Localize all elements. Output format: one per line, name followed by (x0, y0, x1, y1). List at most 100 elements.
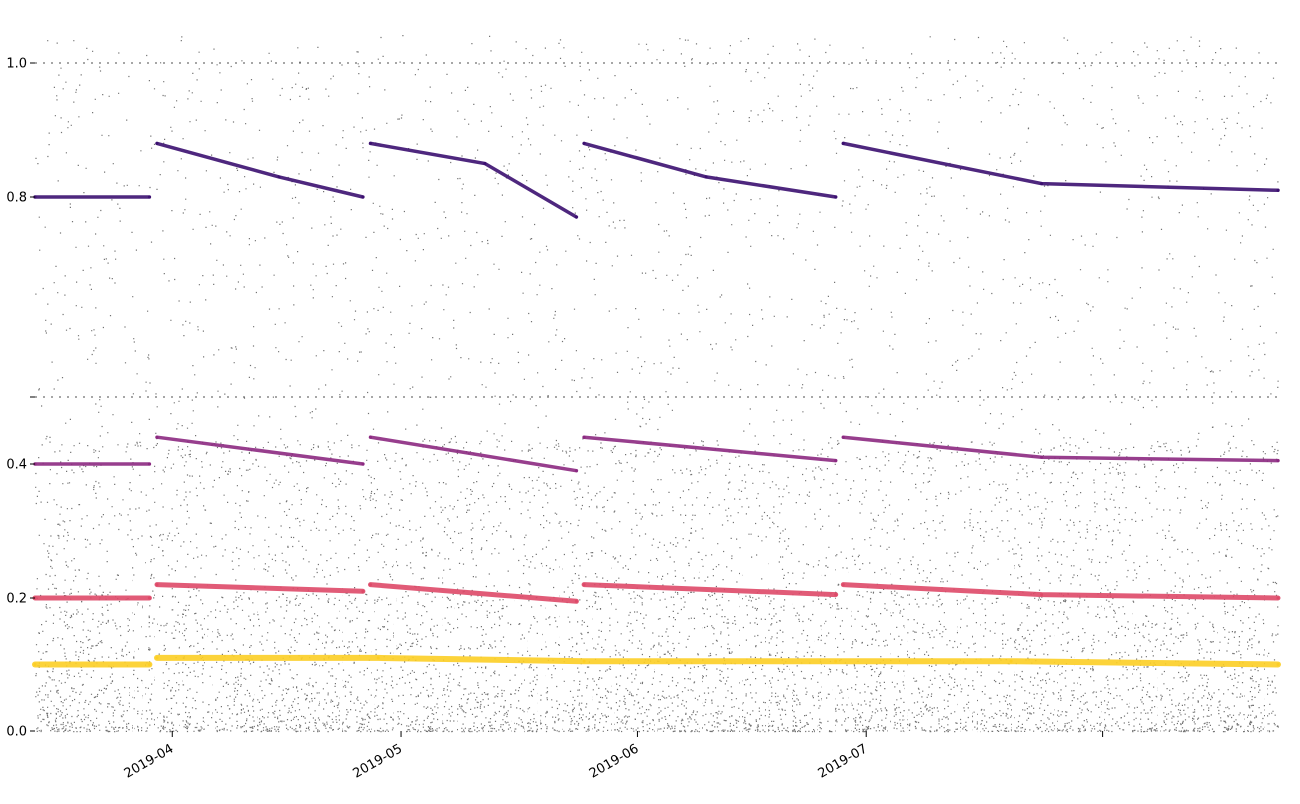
x-tick-label-2: 2019-06 (587, 741, 642, 781)
data-gap-2 (139, 560, 141, 735)
data-gap-7 (213, 560, 215, 735)
series-1-point-8 (841, 583, 845, 587)
series-2-point-3 (361, 462, 365, 466)
series-0-point-0 (33, 663, 37, 666)
y-tick-label-3: 0.8 (6, 191, 27, 206)
series-2-point-5 (574, 469, 578, 473)
series-3-point-4 (361, 195, 365, 199)
y-tick-label-0: 0.0 (6, 725, 27, 740)
series-3-point-13 (1276, 188, 1280, 192)
data-gap-6 (205, 560, 207, 735)
series-1-point-6 (582, 583, 586, 587)
data-gap-4 (155, 560, 157, 735)
data-gap-11 (372, 560, 374, 735)
data-gap-23 (700, 560, 702, 735)
data-gap-14 (455, 560, 457, 735)
series-3-segment-3 (582, 141, 838, 199)
series-1-point-5 (574, 599, 578, 603)
series-0-point-3 (376, 656, 380, 660)
y-tick-label-1: 0.2 (6, 592, 27, 607)
series-1-point-7 (834, 593, 838, 597)
data-gap-16 (525, 560, 527, 735)
series-0 (32, 654, 1281, 668)
series-0-point-2 (155, 656, 159, 660)
series-2-point-8 (841, 435, 845, 439)
data-gap-31 (888, 560, 890, 735)
series-3-point-9 (704, 175, 708, 179)
data-gap-8 (255, 560, 257, 735)
series-1 (32, 582, 1281, 604)
series-3-point-12 (1040, 182, 1044, 186)
series-3-point-5 (369, 141, 372, 145)
data-gap-27 (815, 560, 817, 735)
data-gap-9 (320, 560, 322, 735)
series-3 (33, 141, 1280, 219)
series-3-point-10 (834, 195, 838, 199)
x-tick-label-1: 2019-05 (350, 741, 405, 781)
series-3-point-6 (483, 162, 487, 165)
series-0-point-5 (834, 659, 838, 663)
series-2 (33, 435, 1280, 473)
data-gap-25 (766, 560, 768, 735)
series-2-point-7 (834, 459, 838, 463)
data-gap-30 (849, 560, 851, 735)
data-gap-5 (180, 560, 182, 735)
series-1-segment-2 (368, 582, 579, 604)
y-tick-label-2: 0.4 (6, 458, 27, 473)
data-gap-24 (740, 560, 742, 735)
data-gap-35 (978, 560, 980, 735)
series-3-segment-2 (368, 141, 579, 219)
series-1-point-1 (147, 596, 151, 600)
series-1-point-3 (361, 589, 365, 593)
series-0-point-1 (147, 663, 151, 666)
x-tick-label-3: 2019-07 (816, 741, 871, 781)
series-3-point-7 (574, 215, 578, 219)
series-3-segment-4 (841, 141, 1280, 193)
series-layer (32, 141, 1281, 668)
data-gap-44 (1245, 560, 1247, 735)
series-0-segment-1 (154, 654, 1281, 668)
data-gap-22 (655, 560, 657, 735)
data-gap-0 (130, 560, 132, 735)
data-gap-32 (905, 560, 907, 735)
series-2-point-6 (582, 435, 586, 439)
series-2-point-9 (1040, 455, 1044, 459)
data-gap-38 (1075, 560, 1077, 735)
data-gap-13 (440, 560, 442, 735)
series-2-point-1 (147, 462, 151, 466)
series-2-point-4 (369, 435, 372, 439)
series-2-point-2 (155, 435, 159, 439)
series-1-segment-4 (840, 582, 1281, 601)
data-gap-37 (1055, 560, 1057, 735)
data-gap-45 (1265, 560, 1267, 735)
data-gap-29 (833, 560, 835, 735)
background-points (35, 35, 1279, 735)
data-gap-36 (1012, 560, 1014, 735)
data-gap-19 (560, 560, 562, 735)
series-2-segment-3 (582, 435, 838, 463)
data-gap-43 (1215, 560, 1217, 735)
series-1-point-9 (1040, 593, 1044, 597)
data-gap-3 (143, 560, 145, 735)
series-3-point-2 (155, 141, 159, 145)
series-1-point-4 (369, 583, 372, 587)
data-gap-33 (958, 560, 960, 735)
series-3-segment-1 (155, 141, 365, 199)
data-gap-42 (1190, 560, 1192, 735)
data-gap-41 (1158, 560, 1160, 735)
series-1-point-2 (155, 583, 159, 587)
series-0-point-6 (1009, 659, 1013, 663)
data-gap-12 (394, 560, 396, 735)
series-3-point-8 (582, 141, 586, 145)
series-2-segment-1 (155, 435, 365, 466)
data-gap-10 (340, 560, 342, 735)
x-tick-label-0: 2019-04 (122, 741, 177, 781)
series-3-point-11 (841, 141, 845, 145)
series-3-point-3 (277, 175, 281, 179)
data-gap-28 (822, 560, 824, 735)
y-tick-label-4: 1.0 (6, 57, 27, 72)
series-2-point-10 (1276, 459, 1280, 463)
series-2-segment-2 (368, 435, 579, 473)
